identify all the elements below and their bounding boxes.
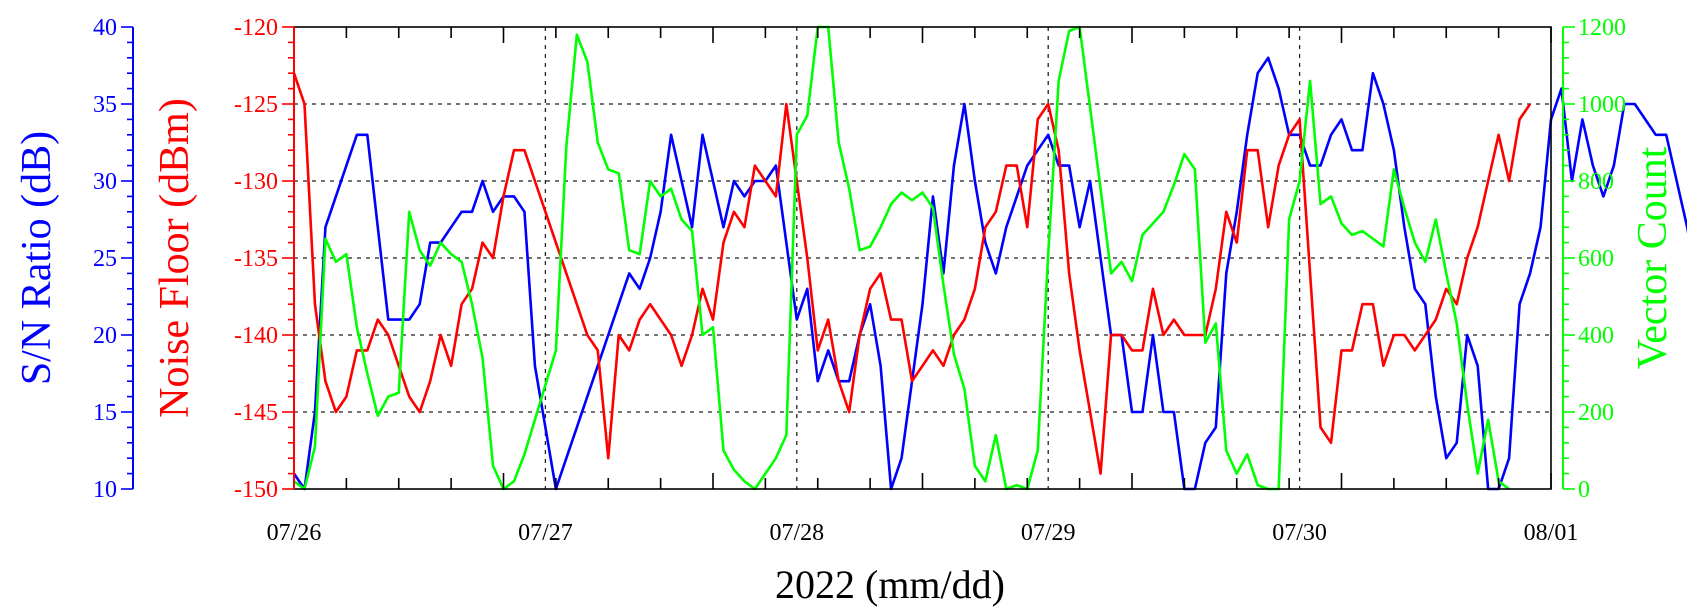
vector-count-series-line (293, 25, 1510, 491)
y-tick-label: 30 (93, 169, 117, 195)
y-tick-label: -130 (234, 169, 278, 195)
y-tick-label: 200 (1578, 400, 1614, 426)
sn-axis-title: S/N Ratio (dB) (14, 131, 60, 385)
x-tick-label: 07/26 (267, 520, 322, 546)
plot-frame (293, 26, 1552, 490)
noise-axis-title: Noise Floor (dBm) (152, 98, 198, 418)
y-tick-label: 25 (93, 246, 117, 272)
y-tick-label: 600 (1578, 246, 1614, 272)
y-tick-label: 10 (93, 477, 117, 503)
y-tick-label: -140 (234, 323, 278, 349)
y-tick-label: -145 (234, 400, 278, 426)
vector-count-axis: 0 200 400 600 800 1000 1200 (1562, 15, 1626, 503)
series-layer (292, 25, 1687, 491)
grid-lines (294, 27, 1551, 489)
y-tick-label: 0 (1578, 477, 1590, 503)
y-tick-label: 1200 (1578, 15, 1626, 41)
y-tick-label: 35 (93, 92, 117, 118)
y-tick-label: 20 (93, 323, 117, 349)
sn-ratio-series-line (292, 56, 1687, 491)
sn-ratio-axis: 10 15 20 25 30 35 40 (93, 15, 134, 503)
x-tick-label: 07/29 (1021, 520, 1076, 546)
x-axis: 07/26 07/27 07/28 07/29 07/30 08/01 (267, 27, 1579, 546)
y-tick-label: 1000 (1578, 92, 1626, 118)
y-tick-label: 15 (93, 400, 117, 426)
noise-floor-axis: -150 -145 -140 -135 -130 -125 -120 (234, 15, 295, 503)
y-tick-label: -150 (234, 477, 278, 503)
y-tick-label: 40 (93, 15, 117, 41)
x-tick-label: 07/28 (769, 520, 824, 546)
noise-floor-series-line (292, 72, 1532, 475)
y-tick-label: 800 (1578, 169, 1614, 195)
y-tick-label: -125 (234, 92, 278, 118)
y-tick-label: 400 (1578, 323, 1614, 349)
y-tick-label: -120 (234, 15, 278, 41)
y-tick-label: -135 (234, 246, 278, 272)
x-tick-label: 07/27 (518, 520, 573, 546)
vector-axis-title: Vector Count (1630, 146, 1676, 369)
x-tick-label: 08/01 (1524, 520, 1579, 546)
x-axis-title: 2022 (mm/dd) (775, 562, 1005, 607)
x-tick-label: 07/30 (1272, 520, 1327, 546)
